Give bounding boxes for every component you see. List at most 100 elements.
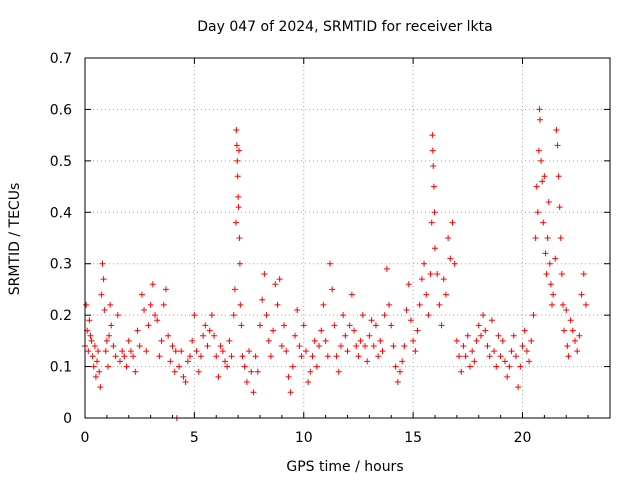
data-point — [370, 343, 377, 349]
data-point — [447, 255, 454, 262]
data-point — [399, 358, 406, 365]
data-point — [342, 332, 349, 339]
y-tick-label: 0.3 — [50, 257, 72, 273]
y-tick-label: 0.4 — [50, 205, 72, 221]
data-point — [195, 368, 202, 375]
data-point — [521, 327, 528, 334]
data-point — [460, 343, 467, 349]
data-point — [88, 337, 95, 344]
data-point — [377, 337, 384, 344]
data-point — [302, 348, 309, 355]
data-point — [276, 276, 283, 283]
data-point — [272, 281, 279, 288]
data-point — [526, 358, 533, 365]
data-point — [222, 358, 228, 365]
data-point — [544, 235, 551, 241]
plot-frame — [84, 57, 611, 419]
data-point — [236, 235, 243, 241]
data-point — [388, 322, 395, 329]
data-point — [102, 348, 109, 355]
data-point — [278, 343, 285, 349]
data-point — [233, 127, 240, 133]
data-point — [132, 368, 139, 375]
data-point — [147, 301, 154, 308]
data-point — [392, 363, 399, 370]
data-point — [320, 301, 327, 308]
data-point — [228, 353, 235, 360]
data-point — [428, 219, 435, 226]
data-point — [89, 353, 96, 360]
data-point — [167, 358, 174, 365]
data-point — [184, 358, 191, 365]
data-point — [316, 343, 323, 349]
data-point — [125, 337, 132, 344]
data-point — [469, 348, 476, 355]
data-point — [394, 379, 401, 385]
data-point — [112, 353, 119, 360]
data-point — [226, 337, 233, 344]
data-point — [552, 255, 559, 262]
y-tick-label: 0.2 — [50, 308, 72, 324]
data-point — [405, 281, 412, 288]
data-point — [462, 353, 469, 360]
data-point — [434, 271, 441, 277]
data-point — [141, 307, 148, 313]
data-point — [176, 363, 183, 370]
data-point — [375, 353, 382, 360]
data-point — [189, 337, 196, 344]
data-point — [281, 322, 288, 329]
data-point — [523, 348, 530, 355]
data-point — [136, 343, 143, 349]
data-point — [537, 116, 543, 123]
data-point — [477, 332, 484, 339]
data-point — [364, 358, 371, 365]
data-point — [313, 363, 320, 370]
data-point — [234, 157, 241, 164]
y-tick-label: 0.6 — [50, 102, 72, 118]
data-point — [423, 291, 430, 298]
data-point — [397, 368, 403, 375]
data-point — [464, 332, 471, 339]
data-point — [555, 173, 562, 180]
data-point — [145, 322, 152, 329]
data-point — [283, 348, 290, 355]
data-point — [206, 327, 213, 334]
data-point — [355, 353, 362, 360]
data-point — [547, 281, 554, 288]
data-point — [383, 265, 390, 272]
data-point — [429, 132, 436, 139]
data-point — [381, 312, 388, 319]
data-point — [182, 379, 189, 385]
data-point — [519, 343, 526, 349]
data-point — [296, 343, 303, 349]
data-point — [300, 322, 307, 329]
data-point — [292, 332, 298, 339]
data-point — [475, 322, 482, 329]
data-point — [197, 353, 204, 360]
data-point — [414, 327, 421, 334]
x-tick-label: 0 — [81, 430, 90, 446]
data-point — [95, 348, 102, 355]
data-point — [98, 291, 105, 298]
data-point — [390, 343, 397, 349]
data-point — [87, 332, 94, 339]
data-point — [480, 312, 487, 319]
data-point — [204, 343, 211, 349]
data-point — [553, 127, 560, 133]
data-point — [418, 276, 425, 283]
data-point — [149, 281, 156, 288]
data-point — [471, 358, 478, 365]
data-point — [119, 348, 126, 355]
data-point — [224, 363, 231, 370]
data-point — [94, 358, 101, 365]
data-point — [104, 363, 111, 370]
data-point — [510, 332, 517, 339]
data-point — [563, 307, 570, 313]
data-point — [348, 291, 355, 298]
data-point — [169, 343, 176, 349]
data-point — [412, 348, 419, 355]
data-point — [143, 348, 150, 355]
data-point — [180, 373, 187, 380]
data-point — [372, 322, 379, 329]
data-point — [576, 332, 583, 339]
